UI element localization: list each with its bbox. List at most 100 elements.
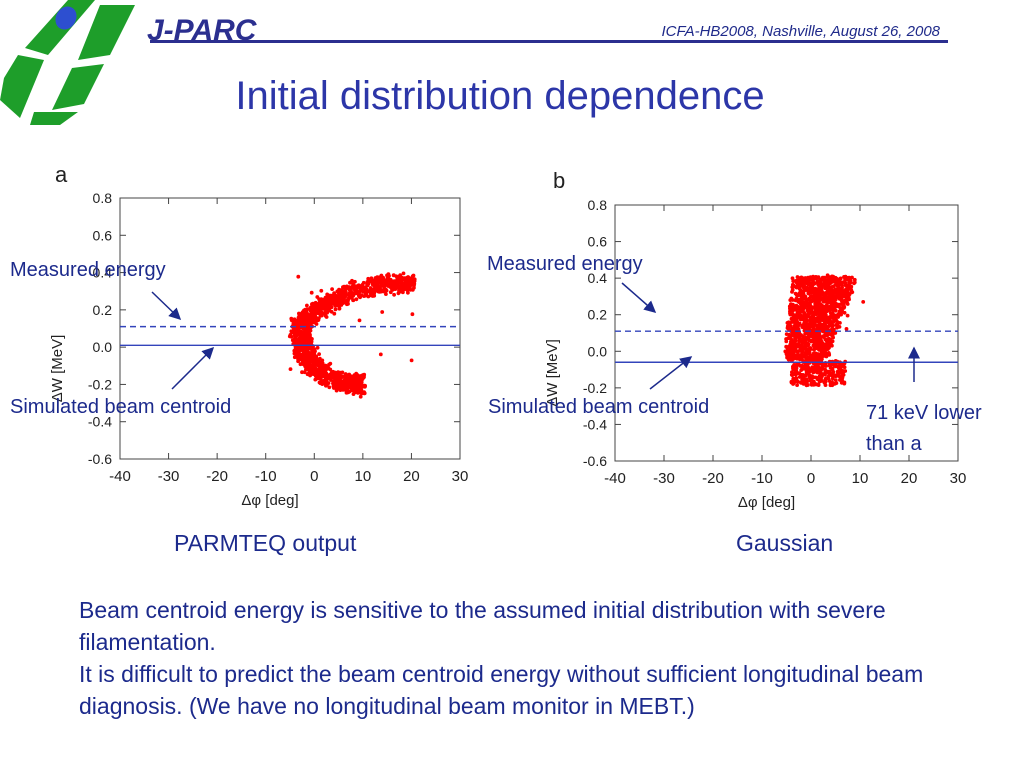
scatter-point [324, 315, 329, 319]
scatter-point [800, 325, 805, 330]
scatter-point [832, 296, 837, 301]
scatter-point [818, 280, 823, 284]
simulated-centroid-label-a: Simulated beam centroid [10, 396, 232, 418]
scatter-point [335, 385, 340, 390]
scatter-point [835, 287, 840, 291]
scatter-point [840, 285, 844, 290]
scatter-point [807, 296, 812, 301]
scatter-point [343, 372, 348, 376]
scatter-point [861, 300, 866, 304]
scatter-point [322, 373, 327, 378]
scatter-point [302, 332, 306, 337]
scatter-point [390, 287, 394, 291]
scatter-point [823, 342, 828, 347]
scatter-point [300, 316, 304, 321]
scatter-point [796, 349, 800, 354]
scatter-point [331, 369, 335, 374]
y-tick-label: 0.0 [588, 343, 608, 359]
scatter-point [796, 314, 801, 319]
scatter-point [787, 323, 791, 328]
scatter-point [852, 277, 857, 282]
scatter-point [386, 272, 391, 276]
scatter-point [365, 280, 370, 284]
scatter-point [381, 288, 386, 293]
scatter-point [827, 336, 831, 341]
scatter-point [352, 285, 356, 290]
scatter-point [335, 381, 340, 386]
scatter-point [850, 275, 854, 280]
scatter-point [410, 274, 415, 279]
scatter-point [822, 327, 827, 331]
scatter-point [842, 299, 847, 304]
scatter-point [802, 311, 806, 315]
scatter-point [786, 346, 790, 351]
body-paragraph-2: It is difficult to predict the beam cent… [79, 661, 924, 719]
scatter-point [806, 335, 811, 340]
scatter-point [833, 378, 838, 383]
scatter-point [298, 330, 303, 334]
scatter-point [826, 374, 831, 379]
scatter-point [306, 325, 310, 330]
lower-energy-label-line2: than a [866, 433, 922, 455]
scatter-point [380, 310, 385, 314]
scatter-point [821, 334, 826, 339]
scatter-point [308, 364, 313, 368]
scatter-point [829, 293, 834, 297]
body-text: Beam centroid energy is sensitive to the… [79, 594, 979, 722]
panel-label: b [553, 168, 565, 193]
scatter-point [331, 381, 335, 386]
scatter-point [340, 380, 345, 385]
scatter-point [352, 373, 357, 377]
scatter-point [327, 385, 332, 390]
scatter-point [346, 390, 351, 395]
scatter-point [355, 291, 360, 296]
scatter-point [357, 318, 362, 323]
scatter-point [408, 279, 413, 284]
scatter-point [410, 312, 415, 317]
x-tick-label: 30 [452, 468, 469, 485]
scatter-point [807, 375, 812, 380]
scatter-point [795, 344, 800, 349]
scatter-point [349, 388, 354, 393]
scatter-point [397, 288, 401, 293]
scatter-point [806, 349, 811, 353]
scatter-point [323, 296, 328, 301]
scatter-point [813, 340, 818, 345]
scatter-point [795, 356, 799, 361]
panel-label: a [55, 162, 68, 187]
scatter-point [817, 315, 822, 319]
scatter-point [799, 355, 804, 360]
scatter-point [320, 358, 325, 363]
y-axis-label: ΔW [MeV] [544, 339, 561, 407]
scatter-point [301, 362, 305, 366]
scatter-point [785, 321, 790, 325]
scatter-point [815, 325, 820, 330]
scatter-point [314, 377, 319, 381]
scatter-point [841, 373, 846, 377]
scatter-point [368, 290, 372, 294]
scatter-point [819, 340, 824, 344]
scatter-point [830, 285, 834, 289]
scatter-point [830, 376, 835, 381]
scatter-point [837, 302, 842, 307]
scatter-point [833, 283, 838, 287]
scatter-point [361, 280, 366, 285]
scatter-point [800, 301, 804, 305]
scatter-point [328, 361, 333, 366]
scatter-point [406, 286, 411, 291]
scatter-point [343, 382, 348, 387]
scatter-point [804, 327, 808, 331]
scatter-point [307, 315, 312, 320]
scatter-point [849, 284, 854, 289]
scatter-point [788, 309, 792, 314]
scatter-point [788, 342, 793, 346]
scatter-point [799, 316, 804, 321]
scatter-point [819, 308, 824, 313]
scatter-point [828, 323, 832, 328]
scatter-point [838, 378, 842, 382]
plot-frame [119, 197, 461, 460]
scatter-point [318, 313, 323, 318]
scatter-point [832, 313, 837, 318]
chart-panel-a: a -0.6 -0.4 -0.2 0.0 0.2 0.4 0.6 0.8 -40 -30 -20 -10… [0, 150, 480, 520]
scatter-point [810, 314, 815, 319]
